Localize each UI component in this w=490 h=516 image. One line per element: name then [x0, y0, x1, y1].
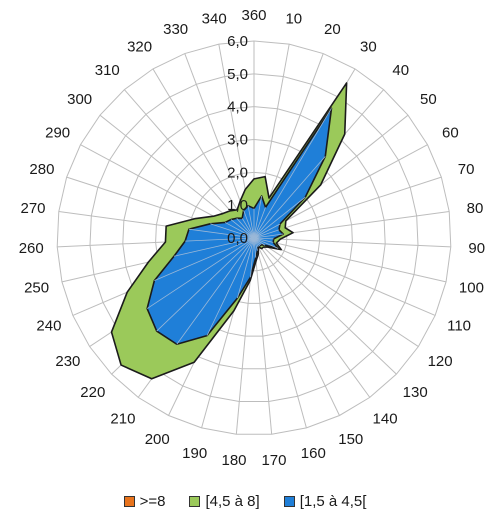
radial-tick-label: 3,0: [227, 132, 248, 149]
series-spoke: [176, 237, 255, 345]
series-spoke: [250, 237, 255, 278]
series-spoke: [253, 237, 279, 249]
direction-label: 130: [403, 384, 428, 401]
legend-item-2: [1,5 à 4,5[: [283, 492, 367, 510]
series-spoke: [156, 237, 255, 332]
series-spoke: [253, 195, 263, 239]
direction-label: 60: [442, 124, 459, 141]
legend-swatch: [123, 495, 135, 507]
legend-swatch: [283, 495, 295, 507]
direction-label: 80: [467, 200, 484, 217]
grid-ring: [56, 40, 452, 435]
series-spoke: [253, 196, 306, 239]
direction-label: 300: [67, 91, 92, 108]
direction-label: 340: [202, 11, 227, 28]
direction-label: 220: [80, 384, 105, 401]
radial-tick-label: 4,0: [227, 99, 248, 116]
legend-swatch: [189, 495, 201, 507]
legend-item-1: [4,5 à 8]: [189, 492, 260, 510]
direction-label: 280: [29, 161, 54, 178]
grid-spoke: [253, 237, 397, 375]
series-spoke: [253, 207, 266, 239]
legend-label: [1,5 à 4,5[: [299, 492, 367, 510]
direction-label: 360: [241, 7, 266, 24]
direction-label: 330: [163, 21, 188, 38]
direction-label: 240: [36, 318, 61, 335]
series-spoke: [188, 228, 255, 239]
series-spoke: [206, 237, 255, 336]
grid-spoke: [253, 237, 419, 347]
series-spoke: [173, 237, 255, 257]
direction-label: 40: [392, 62, 409, 79]
series-spoke: [154, 237, 255, 281]
direction-label: 210: [110, 410, 135, 427]
legend-item-0: >=8: [123, 492, 166, 510]
direction-label: 270: [21, 200, 46, 217]
direction-label: 170: [261, 452, 286, 469]
series-spoke: [253, 108, 332, 239]
direction-label: 110: [447, 318, 471, 335]
series-spoke: [224, 222, 255, 239]
grid-spoke: [253, 237, 340, 416]
legend-label: >=8: [139, 492, 166, 510]
grid-spoke: [253, 237, 451, 248]
series-spoke: [230, 219, 255, 239]
series-spoke: [253, 223, 281, 239]
series-spoke: [253, 156, 326, 239]
series-spoke: [253, 237, 274, 240]
series-spoke: [146, 237, 255, 309]
grid-spoke: [253, 237, 307, 429]
direction-label: 90: [468, 240, 485, 257]
radial-tick-label: 2,0: [227, 164, 248, 181]
series-spoke: [210, 223, 255, 239]
legend-label: [4,5 à 8]: [205, 492, 260, 510]
radial-tick-label: 1,0: [227, 197, 248, 214]
direction-label: 150: [338, 431, 363, 448]
grid-ring: [89, 73, 419, 403]
direction-label: 120: [428, 353, 453, 370]
direction-label: 20: [324, 21, 341, 38]
series-spoke: [253, 237, 257, 258]
direction-label: 30: [360, 39, 377, 56]
series-spoke: [253, 237, 274, 243]
direction-label: 230: [55, 353, 80, 370]
direction-label: 200: [145, 431, 170, 448]
grid-spoke: [253, 237, 371, 398]
radial-tick-label: 5,0: [227, 66, 248, 83]
grid-ring: [122, 106, 386, 370]
grid-spoke: [253, 237, 436, 316]
radial-tick-label: 0,0: [227, 230, 248, 247]
series-spoke: [241, 218, 255, 239]
series-spoke: [253, 233, 284, 239]
direction-label: 320: [127, 39, 152, 56]
direction-label: 160: [301, 445, 326, 462]
radial-tick-label: 6,0: [227, 33, 248, 50]
legend: >=8 [4,5 à 8] [1,5 à 4,5[: [0, 488, 490, 514]
grid-spoke: [253, 237, 447, 283]
grid-spoke: [253, 237, 273, 435]
series-spoke: [247, 205, 255, 239]
direction-label: 50: [420, 91, 437, 108]
direction-label: 250: [24, 280, 49, 297]
direction-label: 10: [285, 11, 302, 28]
grid-ring: [187, 171, 321, 304]
radar-series: [110, 82, 348, 380]
grid-ring: [155, 138, 353, 337]
series-spoke: [185, 237, 255, 242]
series-spoke: [236, 217, 255, 239]
direction-label: 310: [95, 62, 120, 79]
series-spoke: [237, 237, 255, 299]
direction-label: 290: [45, 124, 70, 141]
direction-label: 100: [459, 280, 484, 297]
direction-label: 140: [373, 410, 398, 427]
direction-label: 190: [182, 445, 207, 462]
direction-label: 180: [221, 452, 246, 469]
direction-label: 260: [19, 240, 44, 257]
direction-label: 70: [458, 161, 475, 178]
series-spoke: [243, 210, 255, 239]
series-spoke: [253, 229, 280, 239]
